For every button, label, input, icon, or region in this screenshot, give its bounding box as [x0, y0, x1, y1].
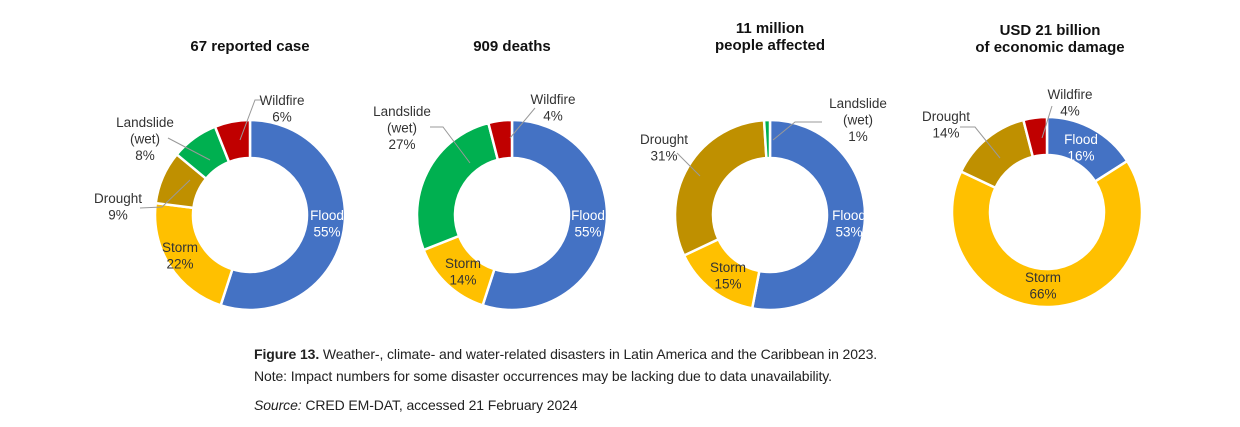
data-label: Landslide (wet) 27%	[373, 104, 431, 152]
leader-line	[960, 126, 1001, 159]
slice-flood	[481, 118, 609, 312]
leader-line	[1041, 105, 1053, 139]
figure-text: Weather-, climate- and water-related dis…	[319, 346, 878, 362]
slice-landslide-wet	[762, 118, 772, 160]
slice-landslide-wet	[415, 121, 500, 252]
source-text: CRED EM-DAT, accessed 21 February 2024	[301, 397, 578, 413]
slice-wildfire	[213, 118, 252, 164]
leader-line	[167, 137, 211, 161]
slice-storm	[950, 159, 1144, 309]
chart-title-affected: 11 million people affected	[714, 20, 826, 54]
slice-flood	[219, 118, 347, 312]
data-label: Wildfire 4%	[530, 92, 575, 124]
leader-line	[430, 126, 471, 164]
slice-flood	[750, 118, 867, 312]
donut-charts: Flood 55% Storm 22% Drought 9% Landslide (wet) 8…	[94, 87, 1144, 312]
figure-note: Note: Impact numbers for some disaster o…	[254, 368, 832, 384]
data-label: Flood 55%	[310, 208, 344, 240]
slice-wildfire	[1021, 115, 1049, 159]
data-label: Storm 66%	[1025, 270, 1061, 302]
figure-source: Source: CRED EM-DAT, accessed 21 Februar…	[254, 397, 578, 413]
data-label: Drought 14%	[922, 109, 970, 141]
data-label: Storm 15%	[710, 260, 746, 292]
figure-label: Figure 13.	[254, 346, 320, 362]
data-label: Flood 55%	[571, 208, 605, 240]
data-label: Storm 14%	[445, 256, 481, 288]
data-label: Landslide (wet) 1%	[829, 96, 887, 144]
leader-line	[772, 121, 822, 141]
slice-drought	[673, 118, 768, 258]
leader-line	[239, 99, 262, 141]
chart-title-damage: USD 21 billion of economic damage	[975, 22, 1125, 56]
chart-title-deaths: 909 deaths	[473, 38, 551, 55]
source-label: Source:	[254, 397, 302, 413]
slice-wildfire	[486, 118, 514, 162]
leader-line	[509, 107, 536, 139]
data-label: Drought 31%	[640, 132, 688, 164]
data-label: Drought 9%	[94, 191, 142, 223]
leader-line	[139, 179, 191, 209]
data-label: Flood 16%	[1064, 132, 1098, 164]
data-label: Wildfire 6%	[259, 93, 304, 125]
leader-line	[676, 152, 701, 177]
chart-title-cases: 67 reported case	[190, 38, 310, 55]
figure-caption: Figure 13. Weather-, climate- and water-…	[254, 346, 877, 362]
data-label: Storm 22%	[162, 240, 198, 272]
data-label: Flood 53%	[832, 208, 866, 240]
data-label: Landslide (wet) 8%	[116, 115, 174, 163]
data-label: Wildfire 4%	[1047, 87, 1092, 119]
